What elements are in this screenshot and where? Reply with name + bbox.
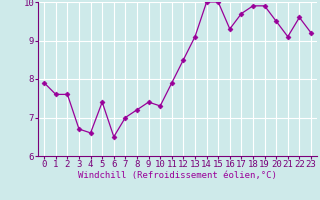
X-axis label: Windchill (Refroidissement éolien,°C): Windchill (Refroidissement éolien,°C) (78, 171, 277, 180)
